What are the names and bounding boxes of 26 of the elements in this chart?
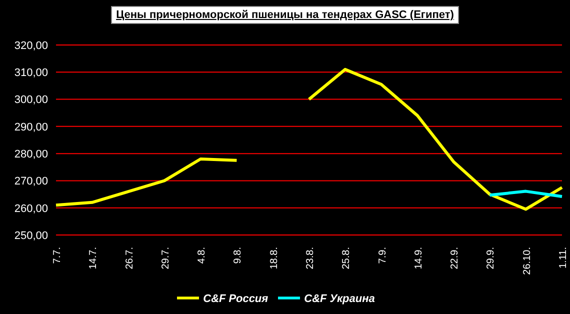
- x-tick-label: 7.7.: [52, 247, 63, 264]
- y-tick-label: 250,00: [14, 230, 48, 242]
- x-tick-label: 26.10.: [522, 247, 533, 275]
- x-tick-label: 14.7.: [88, 247, 100, 270]
- legend-label: C&F Россия: [203, 292, 268, 305]
- y-tick-label: 260,00: [14, 202, 48, 215]
- x-tick-label: 26.7.: [124, 247, 136, 270]
- x-tick-label: 14.9.: [413, 247, 424, 270]
- x-tick-label: 7.9.: [377, 247, 388, 264]
- y-tick-label: 320,00: [14, 40, 48, 52]
- x-tick-label: 22.9.: [450, 247, 461, 270]
- x-tick-label: 23.8.: [305, 247, 316, 270]
- y-tick-label: 280,00: [14, 148, 48, 160]
- x-tick-label: 9.8.: [232, 247, 244, 264]
- chart-title: Цены причерноморской пшеницы на тендерах GASC (Египет): [111, 6, 459, 24]
- y-tick-label: 290,00: [14, 121, 48, 134]
- x-tick-label: 25.8.: [341, 247, 352, 270]
- y-tick-label: 310,00: [14, 67, 48, 80]
- x-tick-label: 4.8.: [196, 247, 208, 264]
- x-tick-label: 1.11.: [558, 247, 569, 268]
- y-tick-label: 270,00: [14, 176, 48, 188]
- y-tick-label: 300,00: [14, 94, 48, 106]
- x-tick-label: 18.8.: [268, 247, 280, 270]
- x-tick-label: 29.9.: [486, 247, 497, 270]
- x-tick-label: 29.7.: [160, 247, 172, 270]
- legend-label: C&F Украина: [304, 292, 375, 305]
